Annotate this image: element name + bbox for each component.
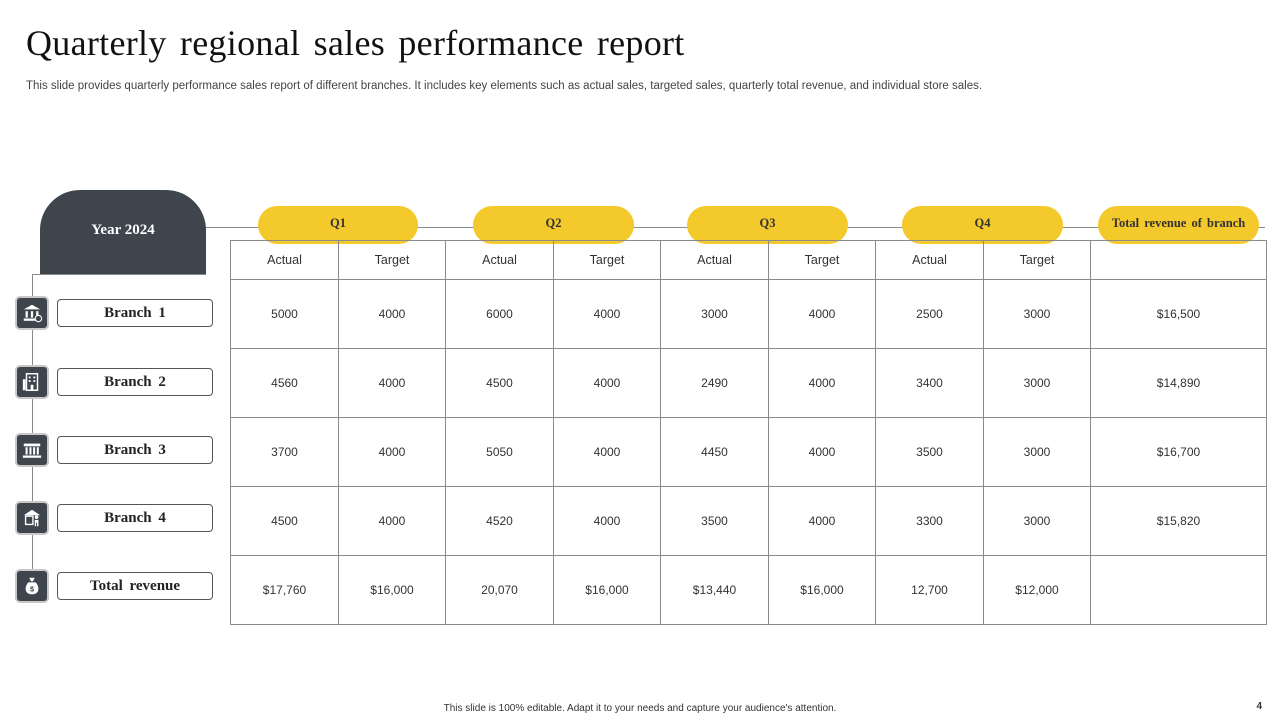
quarter-pill-q2: Q2 [473, 206, 634, 244]
table-cell: $16,000 [338, 555, 446, 625]
table-cell: 3500 [660, 486, 769, 556]
table-cell: 3500 [875, 417, 984, 487]
sales-table: Actual Target Actual Target Actual Targe… [230, 240, 1267, 625]
column-header: Actual [230, 240, 339, 280]
column-header: Actual [445, 240, 554, 280]
table-cell: 3300 [875, 486, 984, 556]
table-cell: 4000 [768, 486, 876, 556]
table-cell: 2490 [660, 348, 769, 418]
quarter-pill-q4: Q4 [902, 206, 1063, 244]
bank-icon [15, 296, 49, 330]
table-row: 5000 4000 6000 4000 3000 4000 2500 3000 … [230, 279, 1267, 349]
table-row: 4500 4000 4520 4000 3500 4000 3300 3000 … [230, 486, 1267, 556]
table-cell: 5050 [445, 417, 554, 487]
row-label-branch-4: Branch 4 [57, 504, 213, 532]
table-cell: $16,500 [1090, 279, 1267, 349]
table-cell: 4000 [338, 417, 446, 487]
table-cell: 3000 [660, 279, 769, 349]
total-revenue-pill: Total revenue of branch [1098, 206, 1259, 244]
money-bag-icon: $ [15, 569, 49, 603]
table-cell: $14,890 [1090, 348, 1267, 418]
table-cell: 4000 [768, 417, 876, 487]
table-cell: 4000 [338, 348, 446, 418]
column-header: Target [768, 240, 876, 280]
table-cell: 4000 [553, 279, 661, 349]
store-person-icon [15, 501, 49, 535]
table-cell: 4000 [768, 348, 876, 418]
table-cell: 4000 [338, 279, 446, 349]
row-label-branch-3: Branch 3 [57, 436, 213, 464]
page-number: 4 [1256, 701, 1262, 712]
table-cell: $16,000 [553, 555, 661, 625]
table-cell: $12,000 [983, 555, 1091, 625]
quarter-pill-q3: Q3 [687, 206, 848, 244]
table-cell: 3000 [983, 417, 1091, 487]
page-subtitle: This slide provides quarterly performanc… [26, 80, 983, 92]
column-header [1090, 240, 1267, 280]
table-cell: $16,700 [1090, 417, 1267, 487]
table-cell: 3000 [983, 279, 1091, 349]
page-title: Quarterly regional sales performance rep… [26, 23, 685, 63]
timeline-connector-left-horizontal [32, 274, 206, 275]
table-row: 4560 4000 4500 4000 2490 4000 3400 3000 … [230, 348, 1267, 418]
table-cell: $16,000 [768, 555, 876, 625]
table-cell: $13,440 [660, 555, 769, 625]
table-cell: 4560 [230, 348, 339, 418]
column-header: Target [553, 240, 661, 280]
row-label-branch-1: Branch 1 [57, 299, 213, 327]
svg-text:$: $ [30, 585, 34, 594]
table-cell [1090, 555, 1267, 625]
column-header: Target [983, 240, 1091, 280]
timeline-connector-vertical [32, 274, 33, 586]
office-building-icon [15, 365, 49, 399]
table-cell: 4520 [445, 486, 554, 556]
table-cell: $17,760 [230, 555, 339, 625]
table-cell: 12,700 [875, 555, 984, 625]
table-cell: $15,820 [1090, 486, 1267, 556]
year-tab: Year 2024 [40, 190, 206, 274]
table-row: 3700 4000 5050 4000 4450 4000 3500 3000 … [230, 417, 1267, 487]
table-cell: 3000 [983, 348, 1091, 418]
table-cell: 3400 [875, 348, 984, 418]
row-label-total-revenue: Total revenue [57, 572, 213, 600]
table-cell: 3000 [983, 486, 1091, 556]
row-label-branch-2: Branch 2 [57, 368, 213, 396]
table-cell: 4000 [768, 279, 876, 349]
column-header: Actual [875, 240, 984, 280]
table-cell: 2500 [875, 279, 984, 349]
footer-note: This slide is 100% editable. Adapt it to… [443, 703, 837, 714]
quarter-pill-q1: Q1 [258, 206, 418, 244]
table-cell: 4000 [338, 486, 446, 556]
table-cell: 4500 [445, 348, 554, 418]
table-cell: 4000 [553, 486, 661, 556]
table-row-total: $17,760 $16,000 20,070 $16,000 $13,440 $… [230, 555, 1267, 625]
table-cell: 4500 [230, 486, 339, 556]
table-cell: 4450 [660, 417, 769, 487]
table-cell: 6000 [445, 279, 554, 349]
column-header: Target [338, 240, 446, 280]
table-cell: 20,070 [445, 555, 554, 625]
institution-icon [15, 433, 49, 467]
column-header: Actual [660, 240, 769, 280]
table-cell: 4000 [553, 417, 661, 487]
table-cell: 4000 [553, 348, 661, 418]
table-cell: 3700 [230, 417, 339, 487]
table-cell: 5000 [230, 279, 339, 349]
table-header-row: Actual Target Actual Target Actual Targe… [230, 240, 1267, 280]
